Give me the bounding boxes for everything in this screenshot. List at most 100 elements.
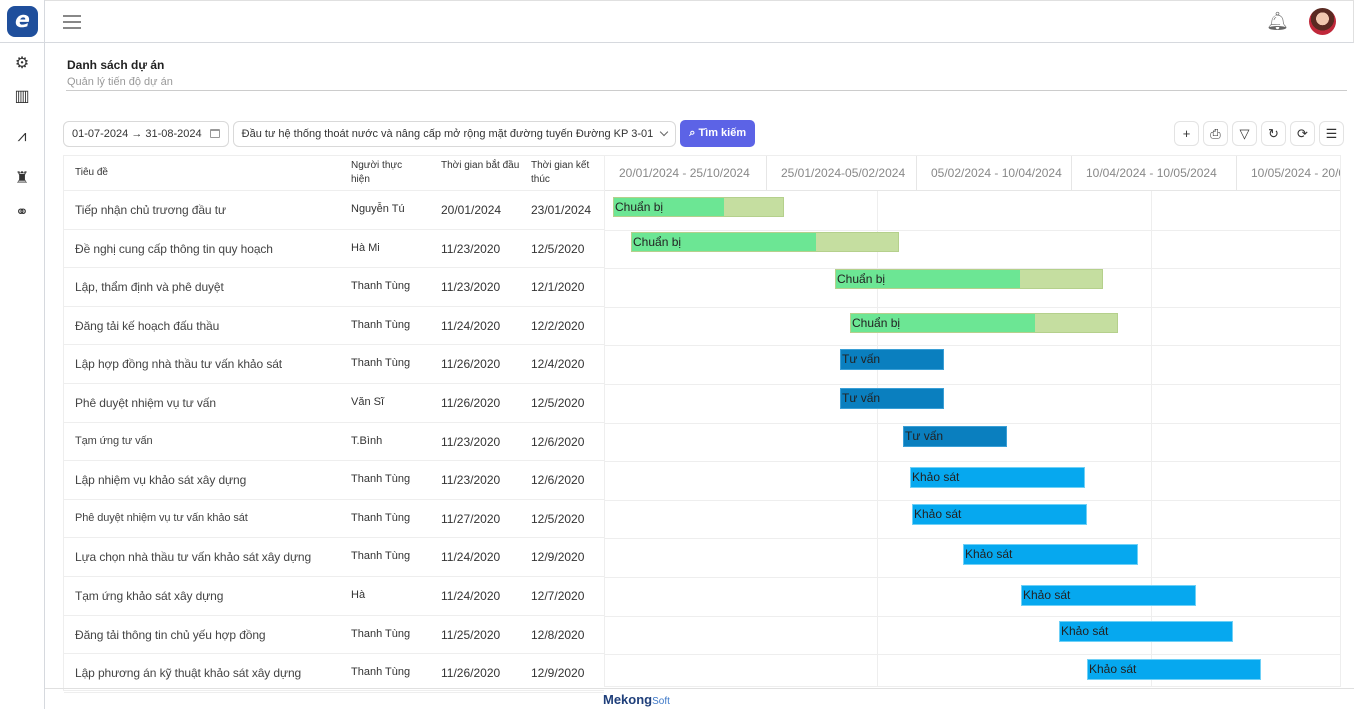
hamburger-menu-icon[interactable] bbox=[63, 15, 81, 33]
task-title: Lập phương án kỹ thuật khảo sát xây dựng bbox=[75, 666, 302, 681]
table-row[interactable]: Đăng tải thông tin chủ yếu hợp đồng Thanh… bbox=[64, 616, 604, 655]
table-row[interactable]: Lập hợp đồng nhà thầu tư vấn khảo sát Tha… bbox=[64, 345, 604, 384]
end-date: 12/5/2020 bbox=[531, 395, 585, 410]
task-title: Lập nhiệm vụ khảo sát xây dựng bbox=[75, 473, 247, 488]
table-row[interactable]: Lập nhiệm vụ khảo sát xây dựng Thanh Tùng… bbox=[64, 461, 604, 500]
start-date: 11/23/2020 bbox=[441, 280, 501, 295]
sync-icon[interactable]: ⟳ bbox=[1290, 121, 1315, 146]
end-date: 12/5/2020 bbox=[531, 241, 585, 256]
assignee: Văn Sĩ bbox=[351, 395, 385, 408]
project-select[interactable]: Đầu tư hệ thống thoát nước và nâng cấp m… bbox=[232, 120, 677, 147]
line-chart-icon[interactable]: ⩘ bbox=[17, 128, 27, 145]
start-date: 11/24/2020 bbox=[441, 588, 501, 603]
chevron-down-icon bbox=[659, 127, 669, 137]
table-row[interactable]: Lựa chọn nhà thầu tư vấn khảo sát xây dự… bbox=[64, 538, 604, 577]
task-title: Đăng tải kế hoạch đấu thầu bbox=[75, 318, 220, 333]
gantt-bar-progress bbox=[614, 198, 724, 216]
gantt-bar[interactable]: Chuẩn bị bbox=[613, 197, 784, 217]
assignee: Thanh Tùng bbox=[351, 550, 411, 563]
gantt-bar-label: Chuẩn bị bbox=[852, 316, 901, 330]
table-row[interactable]: Đăng tải kế hoạch đấu thầu Thanh Tùng 11/2… bbox=[64, 307, 604, 346]
settings-sliders-icon[interactable]: ☰ bbox=[1319, 121, 1344, 146]
print-icon[interactable]: ⎙ bbox=[1203, 121, 1228, 146]
gantt-row-divider bbox=[605, 461, 1340, 463]
gantt-bar-progress bbox=[841, 389, 943, 408]
gantt-row-divider bbox=[605, 499, 1340, 501]
gantt-bar-label: Khảo sát bbox=[914, 507, 962, 521]
calendar-icon bbox=[209, 129, 220, 138]
assignee: Hà bbox=[351, 588, 366, 601]
gantt-bar-label: Khảo sát bbox=[1089, 662, 1137, 676]
gantt-bar[interactable]: Tư vấn bbox=[840, 349, 944, 370]
start-date: 11/26/2020 bbox=[441, 666, 501, 681]
search-button-label: Tìm kiếm bbox=[698, 127, 747, 139]
gantt-bar[interactable]: Khảo sát bbox=[1059, 621, 1233, 642]
page-title: Danh sách dự án bbox=[67, 58, 165, 72]
assignee: Thanh Tùng bbox=[351, 473, 411, 486]
end-date: 12/9/2020 bbox=[531, 550, 585, 565]
gantt-bar[interactable]: Khảo sát bbox=[912, 504, 1087, 525]
end-date: 12/8/2020 bbox=[531, 627, 585, 642]
gantt-bar-label: Tư vấn bbox=[842, 352, 881, 366]
table-row[interactable]: Lập, thẩm định và phê duyệt Thanh Tùng 11/… bbox=[64, 268, 604, 307]
start-date: 11/23/2020 bbox=[441, 473, 501, 488]
gantt-bar[interactable]: Chuẩn bị bbox=[835, 269, 1103, 289]
filter-icon[interactable]: ▽ bbox=[1232, 121, 1257, 146]
column-header-title: Tiêu đề bbox=[75, 167, 108, 178]
start-date: 20/01/2024 bbox=[441, 203, 502, 217]
start-date: 11/24/2020 bbox=[441, 318, 501, 333]
end-date: 23/01/2024 bbox=[531, 203, 592, 217]
end-date: 12/6/2020 bbox=[531, 434, 585, 449]
table-row[interactable]: Tạm ứng khảo sát xây dựng Hà 11/24/2020 12/… bbox=[64, 577, 604, 616]
assignee: Thanh Tùng bbox=[351, 280, 411, 293]
table-row[interactable]: Lập phương án kỹ thuật khảo sát xây dựng… bbox=[64, 654, 604, 693]
gantt-bar-progress bbox=[836, 270, 1020, 288]
avatar[interactable] bbox=[1309, 8, 1336, 35]
gantt-bar[interactable]: Khảo sát bbox=[1021, 585, 1196, 606]
task-title: Lựa chọn nhà thầu tư vấn khảo sát xây dự… bbox=[75, 550, 312, 565]
reload-icon[interactable]: ↻ bbox=[1261, 121, 1286, 146]
gantt-bar[interactable]: Tư vấn bbox=[903, 426, 1007, 447]
building-chart-icon[interactable]: ▥ bbox=[14, 88, 30, 105]
gridline bbox=[1151, 191, 1152, 686]
plus-icon[interactable]: + bbox=[1174, 121, 1199, 146]
gantt-bar[interactable]: Khảo sát bbox=[910, 467, 1085, 488]
column-header-end: Thời gian kết thúc bbox=[531, 160, 590, 185]
date-range-picker[interactable]: 01-07-2024 → 31-08-2024 bbox=[63, 120, 229, 147]
gantt-bar-label: Khảo sát bbox=[965, 547, 1013, 561]
table-row[interactable]: Tạm ứng tư vấn T.Bình 11/23/2020 12/6/2020 bbox=[64, 423, 604, 462]
table-row[interactable]: Phê duyệt nhiệm vụ tư vấn khảo sát Thanh … bbox=[64, 500, 604, 539]
assignee: T.Bình bbox=[351, 434, 383, 447]
start-date: 11/23/2020 bbox=[441, 241, 501, 256]
circles-icon[interactable]: ⚭ bbox=[15, 204, 29, 221]
gantt-row-divider bbox=[605, 615, 1340, 617]
gantt-bar-progress bbox=[913, 505, 1086, 524]
divider bbox=[45, 688, 1354, 689]
assignee: Thanh Tùng bbox=[351, 511, 411, 524]
start-date: 11/26/2020 bbox=[441, 395, 501, 410]
gantt-bar-progress bbox=[1088, 660, 1260, 679]
bottle-icon[interactable]: ♜ bbox=[14, 170, 30, 187]
gantt-bar-progress bbox=[1060, 622, 1232, 641]
gantt-bar[interactable]: Chuẩn bị bbox=[850, 313, 1118, 333]
search-button[interactable]: ⌕ Tìm kiếm bbox=[680, 120, 756, 147]
app-logo[interactable]: e bbox=[7, 6, 38, 37]
table-row[interactable]: Đề nghị cung cấp thông tin quy hoạch Hà M… bbox=[64, 230, 604, 269]
assignee: Thanh Tùng bbox=[351, 318, 411, 331]
gantt-bar-label: Chuẩn bị bbox=[837, 272, 886, 286]
gantt-bar[interactable]: Khảo sát bbox=[1087, 659, 1261, 680]
start-date: 11/25/2020 bbox=[441, 627, 501, 642]
end-date: 12/7/2020 bbox=[531, 588, 585, 603]
gantt-bar[interactable]: Chuẩn bị bbox=[631, 232, 899, 252]
table-row[interactable]: Phê duyệt nhiệm vụ tư vấn Văn Sĩ 11/26/202… bbox=[64, 384, 604, 423]
start-date: 11/27/2020 bbox=[441, 511, 501, 526]
gantt-bar-label: Khảo sát bbox=[1061, 624, 1109, 638]
gantt-bar[interactable]: Tư vấn bbox=[840, 388, 944, 409]
start-date: 11/26/2020 bbox=[441, 357, 501, 372]
table-row[interactable]: Tiếp nhận chủ trương đầu tư Nguyễn Tú 20/0… bbox=[64, 191, 604, 230]
bell-icon[interactable]: 🔔︎ bbox=[1266, 11, 1289, 31]
end-date: 12/4/2020 bbox=[531, 357, 585, 372]
topbar: 🔔︎ bbox=[45, 0, 1354, 43]
gantt-bar[interactable]: Khảo sát bbox=[963, 544, 1138, 565]
gear-icon[interactable]: ⚙ bbox=[14, 55, 30, 72]
